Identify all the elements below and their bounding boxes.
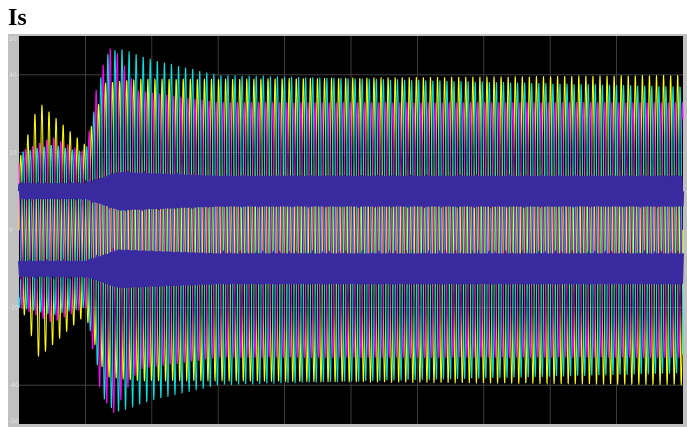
y-tick-label: 50 [9, 36, 17, 43]
y-tick-label: 40 [9, 72, 17, 79]
scope-plot: 50 40 20 0 -20 -40 -50 [9, 36, 685, 425]
series-line-1 [18, 48, 684, 414]
series-group [17, 48, 685, 414]
series-line-0 [18, 74, 684, 386]
series-line-4 [17, 247, 685, 289]
y-tick-label: 0 [9, 227, 13, 234]
y-tick-label: -50 [9, 418, 19, 425]
y-tick-label: -20 [9, 305, 19, 312]
y-tick-label: -40 [9, 382, 19, 389]
series-line-2 [18, 49, 684, 412]
series-line-3 [17, 170, 685, 213]
y-tick-label: 20 [9, 149, 17, 156]
y-tick-labels: 50 40 20 0 -20 -40 -50 [9, 36, 19, 425]
plot-title: Is [8, 5, 27, 31]
scope-frame: 50 40 20 0 -20 -40 -50 [8, 34, 687, 427]
